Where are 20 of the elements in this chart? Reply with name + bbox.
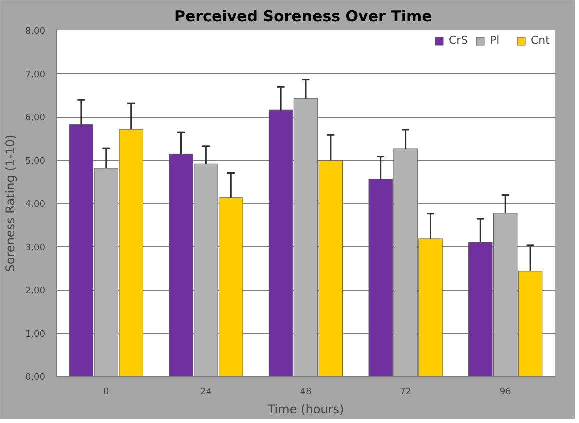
y-tick-label: 0,00: [25, 373, 46, 383]
x-tick-label: 48: [300, 388, 312, 398]
y-axis-title: Soreness Rating (1-10): [3, 134, 18, 272]
y-tick-label: 3,00: [25, 243, 46, 254]
y-tick-label: 5,00: [25, 156, 46, 167]
x-tick-label: 0: [104, 388, 110, 398]
legend-label: Cnt: [531, 34, 551, 47]
legend-label: CrS: [449, 34, 469, 47]
legend-label: Pl: [490, 34, 501, 47]
y-tick-label: 8,00: [25, 27, 46, 37]
chart-title: Perceived Soreness Over Time: [174, 8, 432, 26]
y-tick-label: 1,00: [25, 330, 46, 340]
x-tick-label: 96: [500, 388, 512, 398]
x-tick-label: 72: [400, 388, 412, 398]
y-tick-label: 7,00: [25, 70, 46, 80]
x-axis-title: Time (hours): [266, 402, 344, 416]
x-tick-label: 24: [200, 388, 212, 398]
y-tick-label: 2,00: [25, 286, 46, 296]
y-tick-label: 4,00: [25, 200, 46, 210]
y-tick-label: 6,00: [25, 114, 46, 124]
